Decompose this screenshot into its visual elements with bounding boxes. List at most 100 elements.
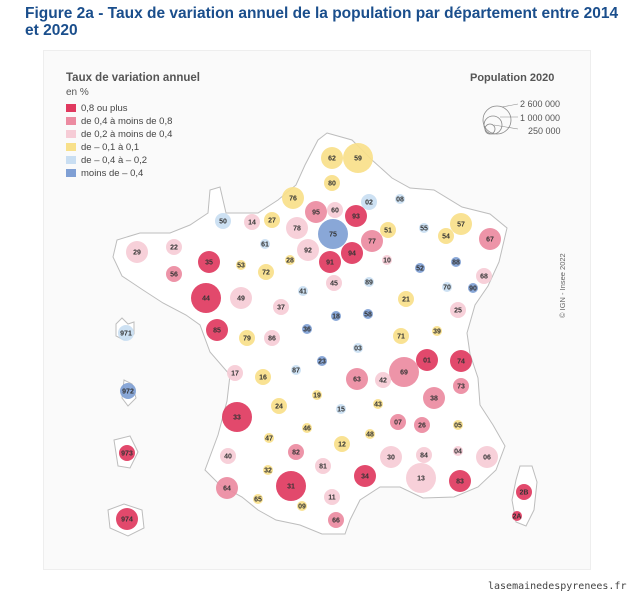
- department-label-27: 27: [268, 218, 276, 225]
- department-label-971: 971: [120, 331, 132, 338]
- department-label-08: 08: [396, 197, 404, 204]
- department-bubble-31: [276, 471, 306, 501]
- department-bubble-63: [346, 368, 368, 390]
- department-bubble-70: [442, 282, 452, 292]
- department-label-70: 70: [443, 285, 451, 292]
- department-bubble-61: [260, 239, 270, 249]
- department-bubble-91: [319, 251, 341, 273]
- department-label-24: 24: [275, 404, 283, 411]
- department-label-974: 974: [121, 517, 133, 524]
- department-label-81: 81: [319, 464, 327, 471]
- department-label-88: 88: [452, 260, 460, 267]
- department-label-67: 67: [486, 237, 494, 244]
- department-bubble-79: [239, 330, 255, 346]
- department-label-37: 37: [277, 305, 285, 312]
- department-label-06: 06: [483, 455, 491, 462]
- department-label-80: 80: [328, 181, 336, 188]
- department-bubble-92: [297, 239, 319, 261]
- department-bubble-68: [476, 268, 492, 284]
- department-bubble-42: [375, 372, 391, 388]
- department-bubble-17: [227, 365, 243, 381]
- department-label-47: 47: [265, 436, 273, 443]
- department-label-93: 93: [352, 214, 360, 221]
- department-bubble-29: [126, 241, 148, 263]
- department-bubble-84: [416, 447, 432, 463]
- department-bubble-09: [297, 501, 307, 511]
- department-bubble-27: [264, 212, 280, 228]
- department-bubble-40: [220, 448, 236, 464]
- population-legend-value-2: 250 000: [528, 126, 561, 136]
- department-bubble-38: [423, 387, 445, 409]
- department-bubble-90: [468, 283, 478, 293]
- department-label-75: 75: [329, 232, 337, 239]
- department-bubble-05: [453, 420, 463, 430]
- department-label-26: 26: [418, 423, 426, 430]
- department-bubble-50: [215, 213, 231, 229]
- department-bubble-07: [390, 414, 406, 430]
- department-bubble-73: [453, 378, 469, 394]
- department-label-2A: 2A: [513, 514, 522, 521]
- department-label-69: 69: [400, 370, 408, 377]
- department-bubble-16: [255, 369, 271, 385]
- department-bubble-52: [415, 263, 425, 273]
- department-label-91: 91: [326, 260, 334, 267]
- department-bubble-69: [389, 357, 419, 387]
- department-label-43: 43: [374, 402, 382, 409]
- legend-item-5: moins de – 0,4: [66, 167, 143, 179]
- department-bubble-64: [216, 477, 238, 499]
- legend-swatch-0: [66, 104, 76, 112]
- department-bubble-62: [321, 147, 343, 169]
- department-label-77: 77: [368, 239, 376, 246]
- department-label-36: 36: [303, 327, 311, 334]
- department-bubble-04: [453, 446, 463, 456]
- department-label-31: 31: [287, 484, 295, 491]
- department-bubbles: 62 59 80 76 02 08 60 95 93 50 14 27 78 75 77 51 55 57 67 61…: [116, 143, 532, 530]
- department-label-55: 55: [420, 226, 428, 233]
- department-label-28: 28: [286, 258, 294, 265]
- department-bubble-21: [398, 291, 414, 307]
- department-label-32: 32: [264, 468, 272, 475]
- department-bubble-71: [393, 328, 409, 344]
- metropolitan-france-outline: [112, 132, 508, 535]
- source-url: lasemainedespyrenees.fr: [488, 581, 627, 592]
- department-label-53: 53: [237, 263, 245, 270]
- department-label-86: 86: [268, 336, 276, 343]
- department-bubble-43: [373, 399, 383, 409]
- department-label-19: 19: [313, 393, 321, 400]
- department-bubble-82: [288, 444, 304, 460]
- department-label-74: 74: [457, 359, 465, 366]
- department-bubble-95: [305, 201, 327, 223]
- department-bubble-83: [449, 470, 471, 492]
- department-bubble-58: [363, 309, 373, 319]
- department-bubble-74: [450, 350, 472, 372]
- department-bubble-15: [336, 404, 346, 414]
- department-label-59: 59: [354, 156, 362, 163]
- department-label-2B: 2B: [520, 490, 529, 497]
- department-bubble-75: [318, 219, 348, 249]
- department-bubble-08: [395, 194, 405, 204]
- department-bubble-44: [191, 283, 221, 313]
- department-label-62: 62: [328, 156, 336, 163]
- department-bubble-45: [326, 275, 342, 291]
- department-label-44: 44: [202, 296, 210, 303]
- department-bubble-93: [345, 205, 367, 227]
- department-label-60: 60: [331, 208, 339, 215]
- department-label-38: 38: [430, 396, 438, 403]
- department-label-34: 34: [361, 474, 369, 481]
- department-label-21: 21: [402, 297, 410, 304]
- department-bubble-81: [315, 458, 331, 474]
- department-bubble-12: [334, 436, 350, 452]
- department-bubble-85: [206, 319, 228, 341]
- department-bubble-25: [450, 302, 466, 318]
- department-label-12: 12: [338, 442, 346, 449]
- department-bubble-89: [364, 277, 374, 287]
- department-label-61: 61: [261, 242, 269, 249]
- department-bubble-36: [302, 324, 312, 334]
- department-bubble-78: [286, 217, 308, 239]
- legend-label-5: moins de – 0,4: [81, 167, 144, 179]
- population-legend-value-1: 1 000 000: [520, 113, 561, 123]
- legend-item-2: de 0,2 à moins de 0,4: [66, 128, 172, 140]
- department-bubble-02: [361, 194, 377, 210]
- population-legend-title: Population 2020: [470, 72, 555, 84]
